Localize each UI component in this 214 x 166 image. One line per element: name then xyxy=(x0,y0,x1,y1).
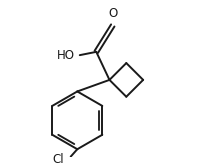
Text: O: O xyxy=(108,7,117,20)
Text: Cl: Cl xyxy=(52,153,64,166)
Text: HO: HO xyxy=(57,49,75,62)
